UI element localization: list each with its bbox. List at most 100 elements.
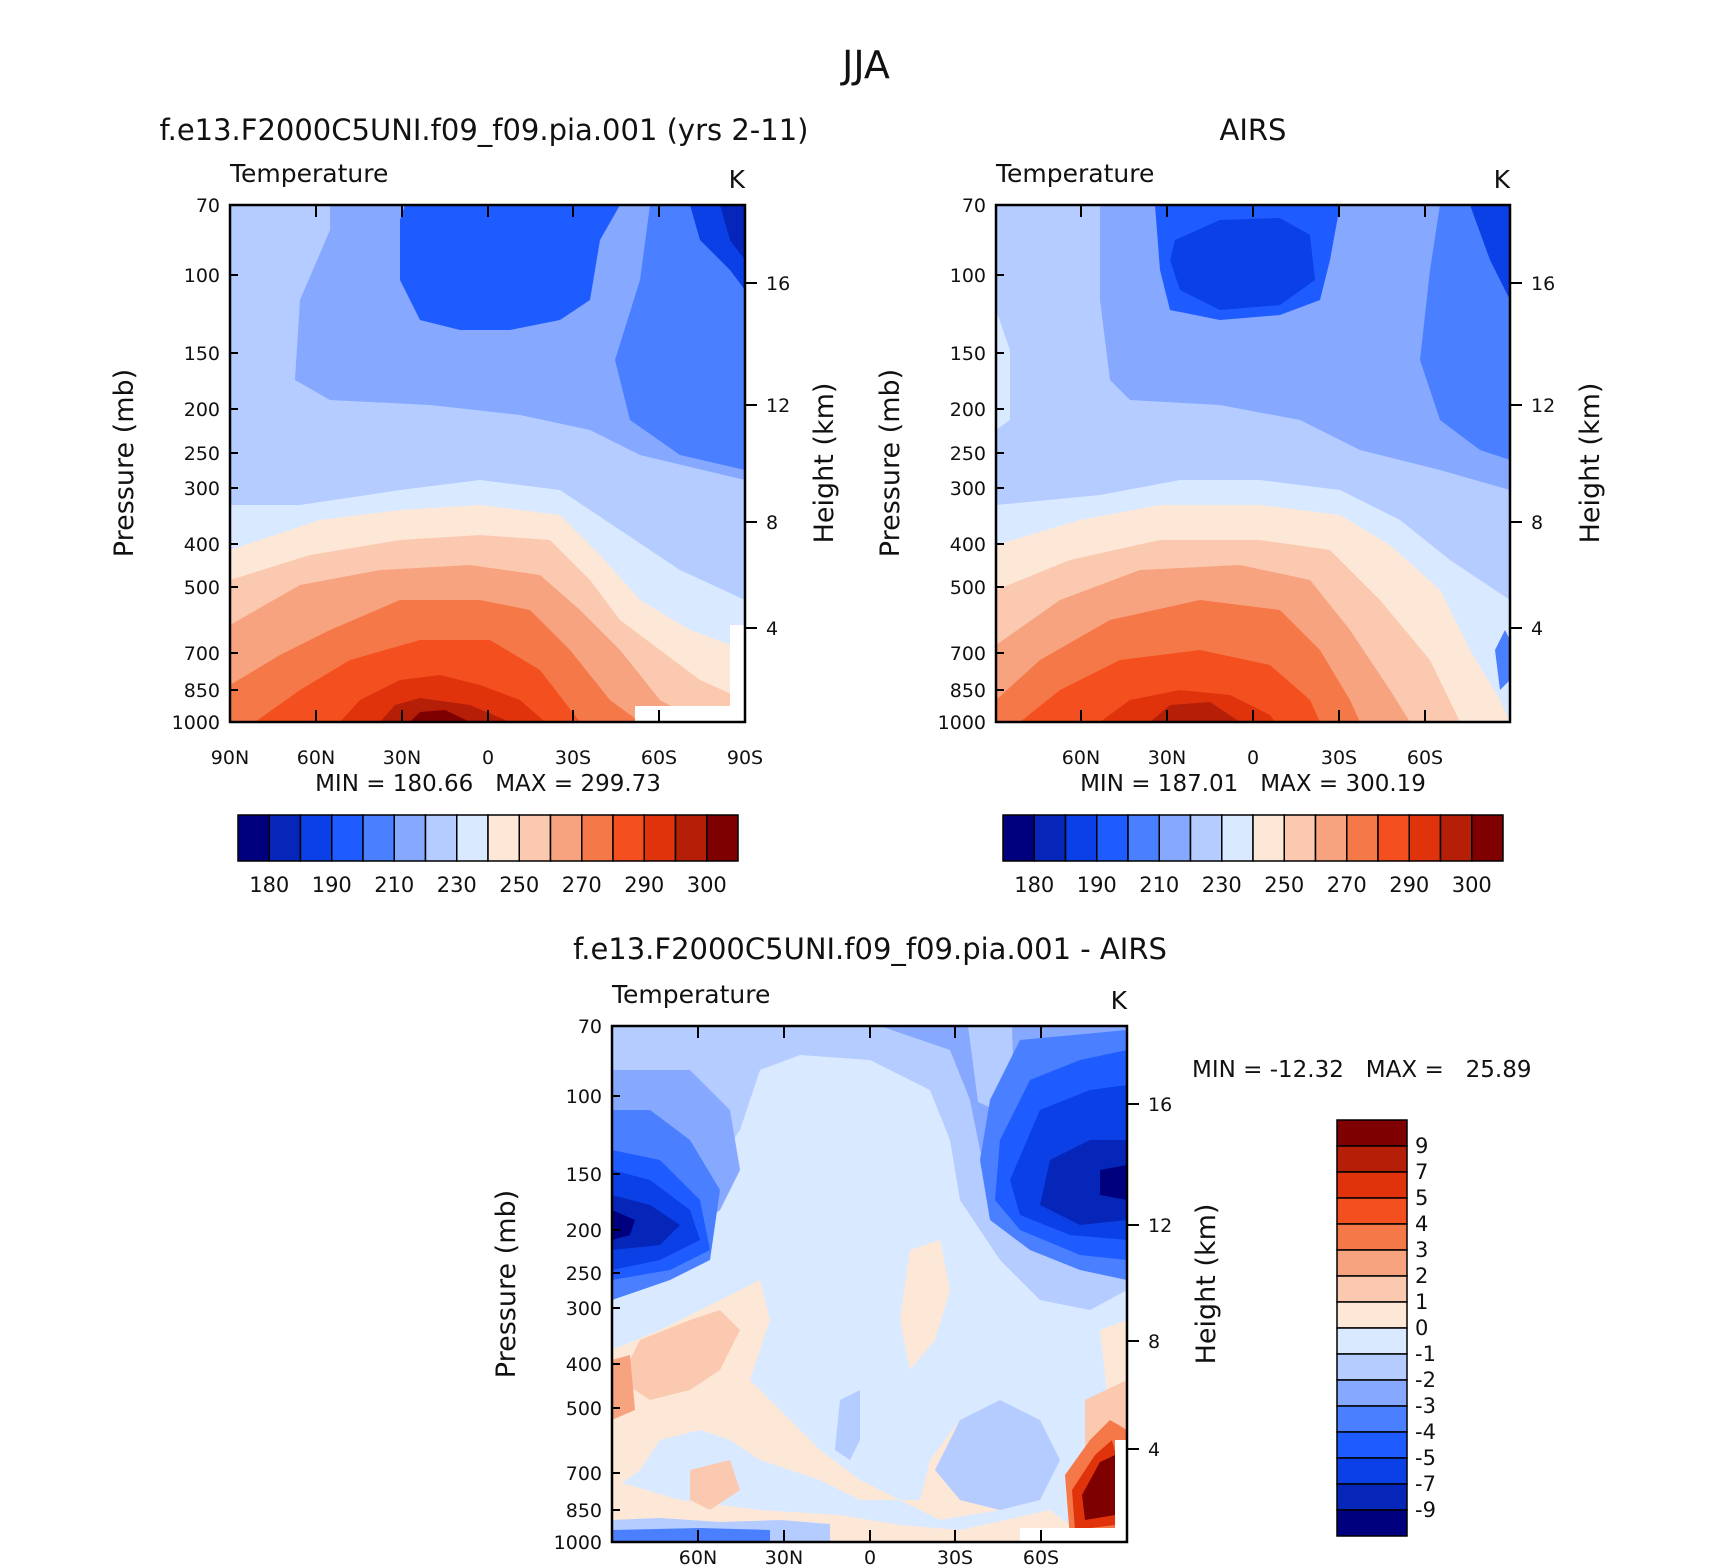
contour-band [1100, 1165, 1127, 1200]
pressure-label: 150 [566, 1164, 602, 1186]
pressure-label: 200 [184, 399, 220, 421]
colorbar-label: 7 [1415, 1160, 1428, 1184]
pressure-label: 200 [566, 1220, 602, 1242]
colorbar-swatch [549, 814, 583, 862]
lat-label: 0 [1247, 747, 1259, 769]
colorbar-label: 180 [1014, 873, 1054, 897]
pressure-label: 400 [566, 1354, 602, 1376]
colorbar-swatch [393, 814, 427, 862]
colorbar-swatch [299, 814, 333, 862]
colorbar-swatch [1408, 814, 1442, 862]
colorbar-swatch [424, 814, 458, 862]
lat-label: 30S [555, 747, 591, 769]
panel-airs-contours [996, 205, 1510, 722]
colorbar-swatch [1336, 1197, 1408, 1225]
contour-band [835, 1090, 870, 1118]
panel-model-lat-labels: 90N 60N 30N 0 30S 60S 90S [211, 747, 763, 769]
colorbar-swatch [1336, 1171, 1408, 1199]
colorbar-swatch [1439, 814, 1473, 862]
panel-airs-field-label: Temperature [995, 159, 1154, 188]
panel-airs: AIRS Temperature K [875, 113, 1606, 897]
lat-label: 90S [727, 747, 763, 769]
page-title: JJA [840, 43, 890, 87]
colorbar-swatch [518, 814, 552, 862]
lat-label: 0 [864, 1547, 876, 1568]
panel-airs-colorbar-labels: 180 190 210 230 250 270 290 300 [1014, 873, 1492, 897]
colorbar-label: 270 [562, 873, 602, 897]
colorbar-swatch [1336, 1119, 1408, 1147]
contour-band [612, 1528, 770, 1542]
pressure-label: 300 [184, 478, 220, 500]
colorbar-label: -4 [1415, 1420, 1436, 1444]
colorbar-label: 270 [1327, 873, 1367, 897]
colorbar-swatch [1283, 814, 1317, 862]
pressure-label: 400 [184, 534, 220, 556]
pressure-label: 300 [566, 1298, 602, 1320]
pressure-label: 1000 [554, 1532, 602, 1554]
colorbar-label: 250 [499, 873, 539, 897]
lat-label: 60N [297, 747, 335, 769]
pressure-label: 100 [950, 265, 986, 287]
panel-diff-stats: MIN = -12.32 MAX = 25.89 [1192, 1057, 1532, 1083]
colorbar-label: -3 [1415, 1394, 1436, 1418]
colorbar-label: 180 [249, 873, 289, 897]
pressure-label: 850 [566, 1500, 602, 1522]
lat-label: 60S [641, 747, 677, 769]
colorbar-swatch [1033, 814, 1067, 862]
panel-diff-ylabel: Pressure (mb) [491, 1190, 522, 1378]
colorbar-label: 3 [1415, 1238, 1428, 1262]
colorbar-swatch [1336, 1431, 1408, 1459]
contour-band [1470, 205, 1510, 300]
colorbar-swatch [1064, 814, 1098, 862]
panel-diff-height-labels: 16 12 8 4 [1148, 1094, 1172, 1461]
colorbar-label: 230 [1202, 873, 1242, 897]
colorbar-swatch [1336, 1405, 1408, 1433]
pressure-label: 250 [566, 1263, 602, 1285]
pressure-label: 700 [184, 643, 220, 665]
contour-band [1130, 205, 1510, 460]
height-label: 4 [766, 618, 778, 640]
contour-band [370, 205, 745, 470]
colorbar-swatch [487, 814, 520, 862]
colorbar-label: 210 [1139, 873, 1179, 897]
missing-data-mask [1115, 1440, 1127, 1542]
panel-model-x-ticks [229, 205, 746, 722]
panel-diff-ylabel2: Height (km) [1191, 1204, 1222, 1365]
colorbar-swatch [237, 814, 270, 862]
colorbar-swatch [1221, 814, 1254, 862]
pressure-label: 70 [578, 1016, 602, 1038]
panel-airs-colorbar [1002, 814, 1504, 862]
height-label: 16 [766, 273, 790, 295]
height-label: 12 [1148, 1215, 1172, 1237]
pressure-label: 100 [184, 265, 220, 287]
colorbar-swatch [643, 814, 677, 862]
pressure-label: 700 [566, 1463, 602, 1485]
colorbar-swatch [1158, 814, 1192, 862]
height-label: 8 [1148, 1331, 1160, 1353]
colorbar-swatch [581, 814, 614, 862]
contour-band [1170, 218, 1315, 310]
panel-model-colorbar [237, 814, 739, 862]
panel-model-height-labels: 16 12 8 4 [766, 273, 790, 640]
colorbar-label: 190 [1077, 873, 1117, 897]
lat-label: 0 [482, 747, 494, 769]
colorbar-label: -5 [1415, 1446, 1436, 1470]
panel-model: f.e13.F2000C5UNI.f09_f09.pia.001 (yrs 2-… [109, 113, 840, 897]
panel-diff-x-ticks [697, 1026, 1042, 1542]
missing-data-mask [635, 706, 745, 722]
colorbar-label: 1 [1415, 1290, 1428, 1314]
colorbar-label: 4 [1415, 1212, 1428, 1236]
panel-model-stats: MIN = 180.66 MAX = 299.73 [315, 771, 661, 797]
contour-band [900, 1240, 950, 1370]
colorbar-swatch [1127, 814, 1160, 862]
colorbar-swatch [1336, 1145, 1408, 1173]
pressure-label: 500 [184, 577, 220, 599]
contour-band [1495, 630, 1510, 690]
colorbar-label: -7 [1415, 1472, 1436, 1496]
contour-band [1040, 1140, 1127, 1225]
colorbar-label: -1 [1415, 1342, 1436, 1366]
lat-label: 60S [1407, 747, 1443, 769]
colorbar-label: 230 [437, 873, 477, 897]
colorbar-label: 210 [374, 873, 414, 897]
